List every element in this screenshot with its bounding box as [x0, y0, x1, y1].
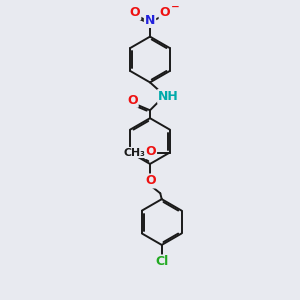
Text: N: N: [145, 14, 155, 27]
Text: CH₃: CH₃: [124, 148, 146, 158]
Text: O: O: [130, 6, 140, 19]
Text: O: O: [127, 94, 138, 107]
Text: Cl: Cl: [155, 255, 168, 268]
Text: −: −: [171, 2, 180, 12]
Text: NH: NH: [158, 90, 179, 103]
Text: O: O: [146, 145, 156, 158]
Text: O: O: [160, 6, 170, 19]
Text: O: O: [145, 175, 156, 188]
